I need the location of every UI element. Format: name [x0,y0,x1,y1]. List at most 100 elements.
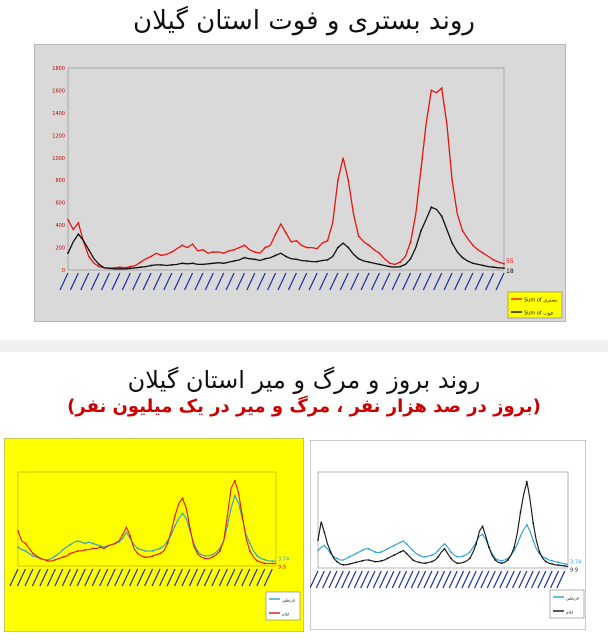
data-point [67,218,69,221]
data-point [108,267,111,270]
data-point [54,555,57,557]
x-tick-label [391,272,401,291]
data-point [544,557,547,560]
data-point [374,560,376,563]
legend-entry: Sum of بستری [524,298,557,304]
data-point [519,535,522,537]
data-point [211,556,214,559]
y-tick-label: 200 [55,246,65,252]
data-point [121,533,124,536]
x-tick-label [181,568,191,587]
data-point [39,557,42,560]
data-point [450,557,452,560]
data-point [475,543,478,545]
data-point [386,547,389,550]
data-point [274,254,277,257]
data-point [189,527,191,530]
x-tick-label [461,570,471,589]
data-point [151,550,154,552]
data-point [219,550,221,552]
x-tick-label [433,272,443,291]
x-tick-label [9,568,19,587]
data-point [481,525,484,528]
y-tick-label: 400 [55,223,65,229]
data-point [295,239,298,242]
x-tick-label [69,568,79,587]
data-point [378,263,381,266]
data-point [316,247,319,250]
data-point [119,267,121,270]
x-tick-label [54,568,64,587]
data-point [431,554,433,557]
end-value-label: 3.74 [278,556,289,562]
x-tick-label [129,568,139,587]
mortality-chart: 3.74 9.9 قرنطین ایلام [310,440,586,630]
data-point [437,549,440,552]
x-tick-label [318,272,329,291]
x-tick-label [241,568,251,587]
data-point [84,548,87,551]
data-point [222,252,225,255]
data-point [386,557,389,560]
data-point [144,556,147,559]
data-point [563,565,566,567]
section-divider [0,340,608,352]
data-point [443,543,446,545]
data-point [305,260,308,262]
x-tick-label [315,570,325,589]
data-point [355,552,357,555]
x-tick-label [549,570,560,589]
data-point [274,233,277,235]
data-point [443,547,446,550]
data-point [378,252,381,255]
data-point [24,550,27,552]
data-point [336,560,338,563]
x-tick-label [453,272,464,291]
x-tick-label [267,272,277,291]
data-point [503,267,505,269]
data-point [380,559,383,562]
x-tick-label [31,568,41,587]
x-tick-label [474,272,484,291]
data-point [256,560,259,562]
x-tick-label [211,568,221,587]
data-point [170,251,173,253]
data-point [91,542,94,545]
data-point [326,259,329,261]
data-point [24,542,27,545]
data-point [355,561,357,564]
data-point [136,547,139,550]
legend-entry: Sum of فوت [524,311,554,317]
data-point [69,552,72,555]
data-point [241,514,244,517]
x-tick-label [203,568,213,587]
data-point [98,263,101,266]
data-point [468,557,471,560]
data-point [121,537,124,540]
x-tick-label [215,272,225,291]
x-tick-label [46,568,56,587]
x-tick-label [39,568,49,587]
data-point [114,542,117,545]
legend-box [549,589,585,619]
data-point [76,540,79,542]
x-tick-label [398,570,408,589]
x-tick-label [518,570,528,589]
x-tick-label [423,570,433,589]
data-point [388,262,391,265]
x-tick-label [347,570,357,589]
data-point [204,557,206,560]
x-tick-label [76,568,86,587]
data-point [160,254,163,257]
data-point [409,241,412,243]
x-tick-label [524,570,534,589]
x-tick-label [121,272,131,291]
x-tick-label [111,272,121,291]
x-tick-label [204,272,214,291]
x-tick-label [69,272,79,291]
data-point [440,87,443,90]
chart2-subtitle: (بروز در صد هزار نفر ، مرگ و میر در یک م… [67,396,541,417]
x-tick-label [537,570,547,589]
x-tick-label [353,570,363,589]
data-point [326,239,329,242]
